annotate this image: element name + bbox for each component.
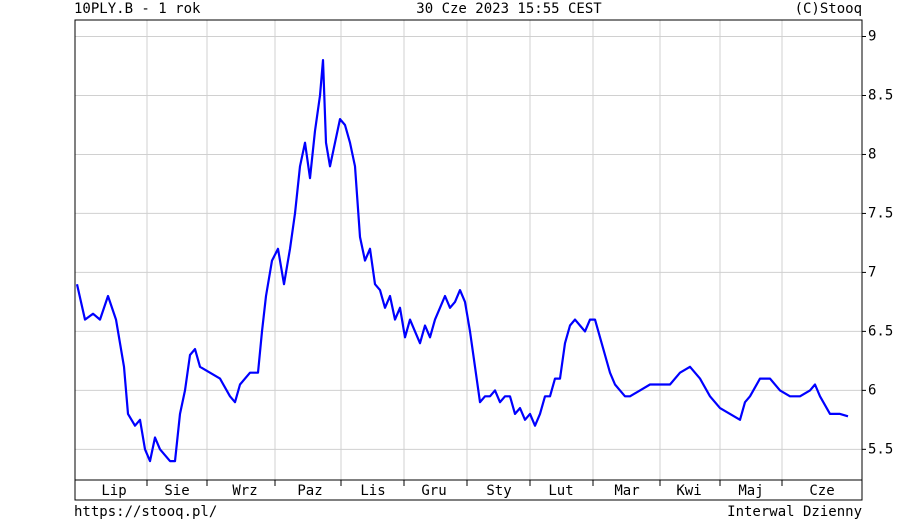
x-tick-label: Sie	[164, 483, 189, 499]
x-tick-label: Kwi	[676, 483, 701, 499]
y-tick-label: 5.5	[868, 441, 893, 457]
y-tick-label: 8	[868, 146, 876, 162]
price-line	[75, 59, 849, 463]
y-tick-label: 6	[868, 382, 876, 398]
y-tick-label: 9	[868, 29, 876, 45]
y-tick-label: 6.5	[868, 323, 893, 339]
y-tick-label: 7	[868, 264, 876, 280]
footer-right: Interwal Dzienny	[727, 504, 862, 520]
y-tick-label: 8.5	[868, 87, 893, 103]
chart-title: 10PLY.B - 1 rok	[74, 1, 201, 17]
chart-subtitle: 30 Cze 2023 15:55 CEST	[416, 1, 602, 17]
source: (C)Stooq	[795, 1, 862, 17]
x-tick-label: Gru	[421, 483, 446, 499]
x-tick-label: Lut	[548, 483, 573, 499]
x-tick-label: Lip	[101, 483, 126, 499]
x-tick-label: Mar	[614, 483, 639, 499]
x-tick-label: Paz	[297, 483, 322, 499]
x-tick-label: Maj	[738, 483, 763, 499]
x-tick-label: Sty	[486, 483, 511, 499]
x-axis-band	[74, 479, 863, 501]
x-tick-label: Cze	[809, 483, 834, 499]
x-tick-label: Lis	[360, 483, 385, 499]
x-tick-label: Wrz	[232, 483, 257, 499]
footer-left: https://stooq.pl/	[74, 504, 217, 520]
y-tick-label: 7.5	[868, 205, 893, 221]
